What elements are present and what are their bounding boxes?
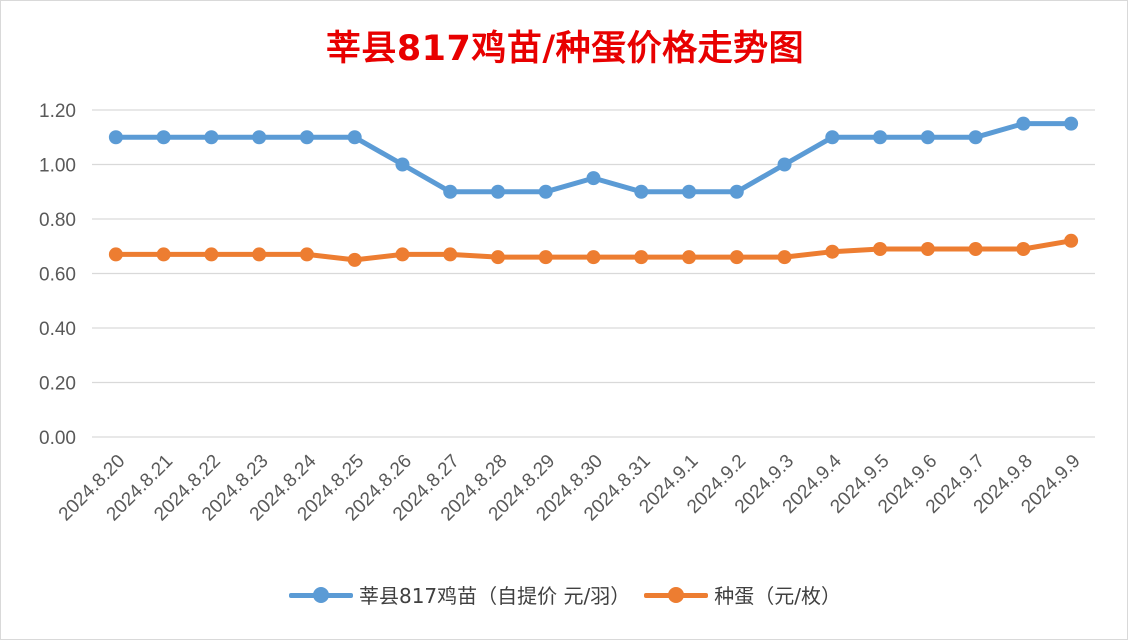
data-point-s0-1 — [156, 130, 171, 145]
data-point-s1-8 — [490, 250, 505, 265]
data-point-s1-9 — [538, 250, 553, 265]
data-point-s1-17 — [920, 241, 935, 256]
data-point-s1-3 — [252, 247, 267, 262]
y-tick-label-1: 0.20 — [39, 374, 76, 395]
data-point-s1-14 — [777, 250, 792, 265]
data-point-s0-2 — [204, 130, 219, 145]
gridlines — [92, 109, 1095, 438]
y-tick-label-5: 1.00 — [39, 156, 76, 177]
y-tick-label-2: 0.40 — [39, 319, 76, 340]
legend-label-chick: 莘县817鸡苗（自提价 元/羽） — [358, 584, 631, 608]
legend-swatch-egg — [644, 585, 709, 605]
y-tick-label-3: 0.60 — [39, 265, 76, 286]
data-point-s0-19 — [1016, 116, 1031, 131]
y-tick-label-6: 1.20 — [39, 101, 76, 122]
data-point-s1-18 — [968, 241, 983, 256]
data-point-s1-7 — [443, 247, 458, 262]
data-point-s1-19 — [1016, 241, 1031, 256]
data-point-s1-5 — [347, 252, 362, 267]
series-1 — [108, 233, 1079, 267]
data-point-s1-15 — [825, 244, 840, 259]
data-point-s0-13 — [729, 184, 744, 199]
data-point-s0-15 — [825, 130, 840, 145]
data-point-s0-4 — [299, 130, 314, 145]
data-point-s1-20 — [1064, 233, 1079, 248]
data-point-s1-2 — [204, 247, 219, 262]
data-point-s0-10 — [586, 171, 601, 186]
data-point-s1-4 — [299, 247, 314, 262]
data-point-s0-12 — [682, 184, 697, 199]
data-point-s0-9 — [538, 184, 553, 199]
legend-item-chick: 莘县817鸡苗（自提价 元/羽） — [288, 580, 631, 609]
chart-legend: 莘县817鸡苗（自提价 元/羽） 种蛋（元/枚） — [0, 580, 1130, 609]
series-0 — [108, 116, 1079, 199]
legend-marker-egg — [668, 586, 685, 603]
data-point-s0-11 — [634, 184, 649, 199]
legend-swatch-chick — [288, 585, 353, 605]
y-tick-label-4: 0.80 — [39, 210, 76, 231]
data-point-s0-5 — [347, 130, 362, 145]
data-point-s1-10 — [586, 250, 601, 265]
data-point-s0-6 — [395, 157, 410, 172]
data-point-s0-0 — [108, 130, 123, 145]
data-point-s0-14 — [777, 157, 792, 172]
data-point-s0-17 — [920, 130, 935, 145]
data-point-s1-11 — [634, 250, 649, 265]
data-point-s0-16 — [873, 130, 888, 145]
data-point-s1-1 — [156, 247, 171, 262]
data-point-s0-20 — [1064, 116, 1079, 131]
data-point-s0-18 — [968, 130, 983, 145]
y-tick-label-0: 0.00 — [39, 428, 76, 449]
data-point-s0-3 — [252, 130, 267, 145]
data-point-s1-6 — [395, 247, 410, 262]
y-axis-tick-labels: 0.00 0.20 0.40 0.60 0.80 1.00 1.20 — [39, 101, 76, 449]
legend-label-egg: 种蛋（元/枚） — [714, 584, 842, 608]
legend-marker-chick — [312, 586, 329, 603]
data-point-s1-12 — [682, 250, 697, 265]
chart-title: 莘县817鸡苗/种蛋价格走势图 — [325, 29, 805, 69]
data-point-s1-13 — [729, 250, 744, 265]
x-axis-tick-labels: 2024.8.202024.8.212024.8.222024.8.232024… — [55, 450, 1085, 525]
data-point-s1-16 — [873, 241, 888, 256]
data-point-s1-0 — [108, 247, 123, 262]
data-point-s0-8 — [490, 184, 505, 199]
data-point-s0-7 — [443, 184, 458, 199]
legend-item-egg: 种蛋（元/枚） — [644, 580, 841, 609]
